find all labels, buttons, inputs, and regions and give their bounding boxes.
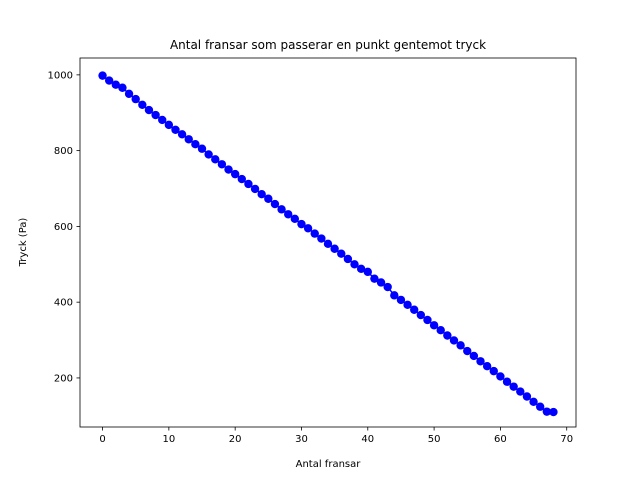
data-point-54: [456, 341, 465, 350]
data-point-66: [535, 402, 545, 411]
data-point-34: [323, 239, 333, 249]
y-tick-label-3: 800: [54, 146, 73, 157]
data-point-55: [463, 346, 472, 356]
data-point-16: [204, 150, 213, 159]
data-point-49: [423, 315, 432, 325]
data-point-50: [429, 321, 439, 330]
y-tick-label-0: 200: [54, 373, 73, 384]
data-point-57: [476, 357, 485, 366]
data-point-61: [502, 377, 512, 386]
data-point-32: [310, 229, 319, 238]
data-point-4: [124, 89, 134, 99]
data-point-47: [410, 305, 419, 314]
data-point-10: [164, 120, 174, 130]
data-point-21: [237, 174, 246, 184]
data-point-45: [396, 295, 406, 305]
data-point-60: [496, 372, 505, 381]
x-tick-label-7: 70: [560, 434, 573, 445]
x-tick-label-2: 20: [229, 434, 242, 445]
data-point-20: [230, 169, 240, 179]
x-tick-label-6: 60: [494, 434, 507, 445]
x-axis: 0 10 20 30 40 50 60 70: [99, 427, 573, 445]
data-point-14: [191, 139, 200, 149]
data-point-30: [297, 219, 306, 229]
data-point-52: [443, 331, 452, 340]
data-point-18: [217, 160, 227, 169]
data-point-29: [290, 214, 300, 224]
data-point-28: [284, 210, 293, 219]
data-point-26: [270, 199, 280, 209]
data-point-48: [416, 310, 426, 320]
x-axis-label: Antal fransar: [296, 459, 362, 470]
data-point-13: [184, 135, 193, 144]
data-point-65: [529, 397, 538, 407]
data-point-59: [489, 366, 498, 376]
data-point-24: [257, 189, 266, 199]
data-point-56: [469, 351, 479, 361]
data-point-25: [264, 194, 273, 203]
series-layer: [98, 71, 558, 417]
y-tick-label-2: 600: [54, 222, 73, 233]
data-point-63: [516, 387, 525, 396]
data-point-27: [277, 205, 286, 214]
data-point-33: [317, 234, 326, 243]
data-point-68: [549, 407, 558, 417]
data-point-15: [197, 144, 207, 153]
data-point-8: [151, 110, 160, 120]
x-tick-label-3: 30: [295, 434, 308, 445]
data-point-51: [436, 326, 445, 335]
data-point-19: [224, 165, 233, 174]
data-point-38: [350, 260, 359, 269]
data-point-62: [509, 382, 518, 391]
y-tick-label-4: 1000: [48, 70, 73, 81]
data-point-23: [250, 184, 260, 194]
data-point-36: [337, 249, 346, 258]
data-point-37: [343, 254, 353, 264]
x-tick-label-4: 40: [361, 434, 374, 445]
data-point-7: [144, 105, 154, 115]
y-axis: 200 400 600 800 1000: [48, 70, 80, 384]
data-point-22: [244, 179, 253, 189]
data-point-6: [138, 100, 147, 109]
y-axis-label: Tryck (Pa): [18, 218, 29, 268]
data-point-17: [211, 155, 220, 164]
data-point-67: [542, 407, 552, 416]
data-point-58: [482, 361, 492, 371]
data-point-46: [403, 300, 412, 310]
data-point-40: [363, 267, 372, 277]
y-tick-label-1: 400: [54, 298, 73, 309]
x-tick-label-0: 0: [99, 434, 105, 445]
data-point-39: [356, 264, 366, 274]
chart-title: Antal fransar som passerar en punkt gent…: [170, 38, 486, 52]
data-point-41: [370, 274, 379, 283]
data-point-44: [390, 291, 399, 300]
x-tick-label-1: 10: [162, 434, 175, 445]
data-point-31: [303, 224, 313, 233]
data-point-1: [104, 76, 114, 85]
data-point-12: [177, 130, 187, 139]
data-point-64: [522, 392, 532, 401]
data-point-3: [118, 83, 127, 92]
data-point-2: [111, 80, 121, 89]
data-point-53: [449, 336, 459, 345]
data-point-9: [158, 115, 167, 125]
data-point-42: [376, 278, 386, 287]
data-point-11: [171, 125, 180, 134]
data-point-35: [330, 244, 339, 253]
x-tick-label-5: 50: [428, 434, 441, 445]
data-point-5: [131, 94, 140, 104]
data-point-43: [383, 282, 392, 292]
data-point-0: [98, 71, 107, 80]
